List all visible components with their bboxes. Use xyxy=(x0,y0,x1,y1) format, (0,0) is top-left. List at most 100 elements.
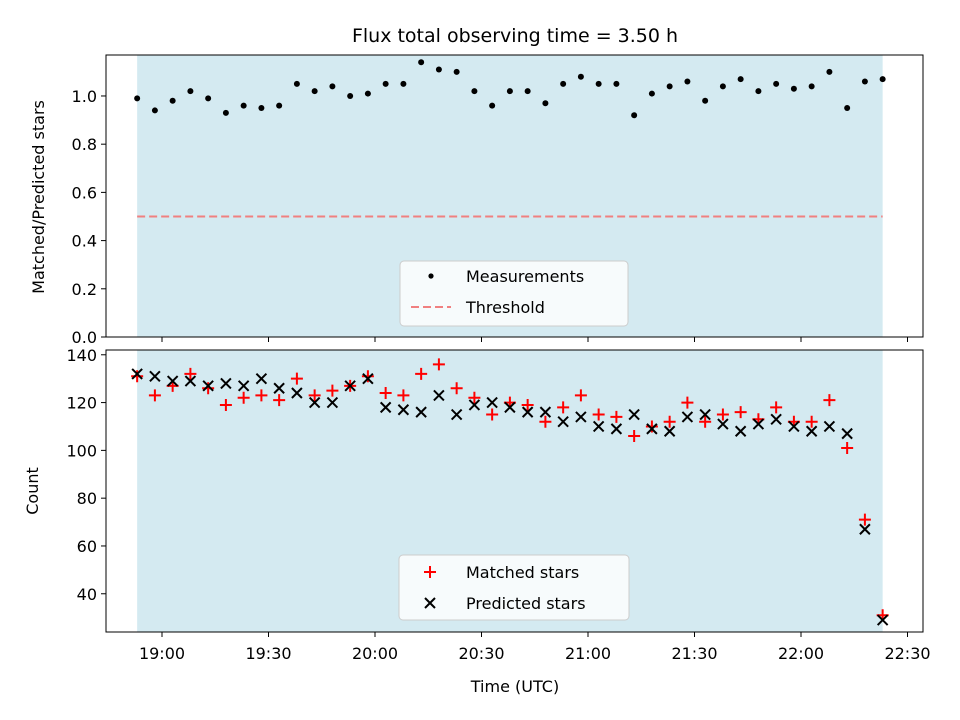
matched-star-point xyxy=(681,396,694,409)
measurement-point xyxy=(258,105,265,112)
x-axis-label: Time (UTC) xyxy=(470,677,559,696)
measurement-point xyxy=(418,59,425,66)
top-axes-frame xyxy=(105,54,924,338)
predicted-star-point xyxy=(592,420,605,433)
predicted-star-point xyxy=(539,406,552,418)
measurement-point xyxy=(613,80,620,87)
y-tick-label: 40 xyxy=(77,585,97,604)
predicted-star-point xyxy=(184,375,197,387)
matched-star-point xyxy=(255,389,268,402)
matched-star-point xyxy=(841,441,854,454)
predicted-star-point xyxy=(663,425,676,437)
measurement-point xyxy=(134,95,141,102)
bottom-axes-frame xyxy=(105,349,924,633)
bottom-y-axis-label: Count xyxy=(23,467,42,515)
chart-title: Flux total observing time = 3.50 h xyxy=(352,25,678,47)
predicted-star-point xyxy=(131,368,143,380)
measurement-point xyxy=(293,80,300,87)
predicted-star-point xyxy=(557,415,569,428)
predicted-star-point xyxy=(575,411,587,423)
predicted-star-point xyxy=(734,425,747,437)
y-tick-label: 0.2 xyxy=(72,280,97,299)
y-tick-label: 80 xyxy=(77,489,97,508)
measurement-point xyxy=(240,102,247,109)
predicted-star-point xyxy=(237,380,250,392)
matched-star-point xyxy=(415,367,428,380)
predicted-star-point xyxy=(202,380,214,392)
matched-star-point xyxy=(486,408,499,421)
measurement-point xyxy=(364,90,371,97)
measurement-points xyxy=(134,59,886,119)
bottom-x-ticks: 19:00 19:30 20:00 20:30 21:00 21:30 22:00 22:30 xyxy=(139,632,931,663)
measurement-point xyxy=(471,88,478,95)
predicted-star-point xyxy=(628,408,640,421)
predicted-star-point xyxy=(433,389,445,402)
measurement-point xyxy=(826,68,833,75)
predicted-star-point xyxy=(326,396,339,409)
measurement-point xyxy=(844,105,851,112)
matched-star-point xyxy=(557,401,570,414)
predicted-star-point xyxy=(291,387,303,399)
matched-star-point xyxy=(450,382,463,395)
predicted-star-point xyxy=(788,420,800,433)
y-tick-label: 0.4 xyxy=(72,232,97,251)
matched-star-point xyxy=(699,415,712,428)
y-tick-label: 60 xyxy=(77,537,97,556)
measurement-point xyxy=(506,88,513,95)
predicted-star-point xyxy=(149,370,161,382)
bottom-legend-box xyxy=(398,554,630,621)
top-legend-box xyxy=(399,260,629,327)
matched-star-point xyxy=(858,513,871,526)
measurement-point xyxy=(205,95,212,102)
legend-marker-measurements xyxy=(428,273,434,279)
y-tick-label: 1.0 xyxy=(72,87,97,106)
measurement-point xyxy=(435,66,442,73)
predicted-star-point xyxy=(752,418,765,430)
matched-star-point xyxy=(592,408,605,421)
predicted-star-point xyxy=(344,380,356,392)
x-tick-label: 19:30 xyxy=(245,644,291,663)
y-tick-label: 100 xyxy=(66,441,97,460)
measurement-point xyxy=(187,88,194,95)
measurement-point xyxy=(595,80,602,87)
predicted-star-point xyxy=(486,396,498,409)
matched-star-point xyxy=(770,401,783,414)
predicted-star-point xyxy=(770,413,782,426)
x-tick-label: 20:00 xyxy=(352,644,398,663)
top-y-ticks: 0.0 0.2 0.4 0.6 0.8 1.0 xyxy=(72,87,106,347)
measurement-point xyxy=(719,83,726,90)
predicted-star-point xyxy=(699,408,711,421)
predicted-star-point xyxy=(450,408,463,421)
matched-star-point xyxy=(610,410,623,423)
matched-star-point xyxy=(823,394,836,407)
measurement-point xyxy=(169,97,176,104)
measurement-point xyxy=(151,107,158,114)
matched-star-point xyxy=(202,382,215,395)
predicted-star-point xyxy=(823,420,836,433)
matched-star-point xyxy=(326,384,339,397)
x-tick-label: 21:30 xyxy=(671,644,717,663)
matched-star-point xyxy=(184,367,197,380)
measurement-point xyxy=(861,78,868,85)
predicted-star-point xyxy=(468,399,481,411)
bottom-panel: 40 60 80 100 120 140 19:00 19:30 20:00 20:30 21:0… xyxy=(23,346,931,696)
measurement-point xyxy=(347,92,354,99)
matched-star-point xyxy=(397,389,410,402)
legend-label-measurements: Measurements xyxy=(466,267,584,286)
matched-star-point xyxy=(379,387,392,400)
matched-star-point xyxy=(539,415,552,428)
predicted-star-point xyxy=(521,406,534,418)
measurement-point xyxy=(631,112,638,119)
matched-star-point xyxy=(645,420,658,433)
measurement-point xyxy=(666,83,673,90)
x-tick-label: 22:30 xyxy=(884,644,930,663)
predicted-star-point xyxy=(273,382,285,394)
matched-star-point xyxy=(574,389,587,402)
predicted-star-point xyxy=(841,427,853,440)
matched-star-point xyxy=(432,358,445,371)
matched-star-point xyxy=(521,398,534,411)
predicted-star-point xyxy=(220,377,232,390)
bottom-legend: Matched stars Predicted stars xyxy=(398,554,630,621)
measurement-point xyxy=(524,88,531,95)
matched-star-points xyxy=(131,358,889,622)
